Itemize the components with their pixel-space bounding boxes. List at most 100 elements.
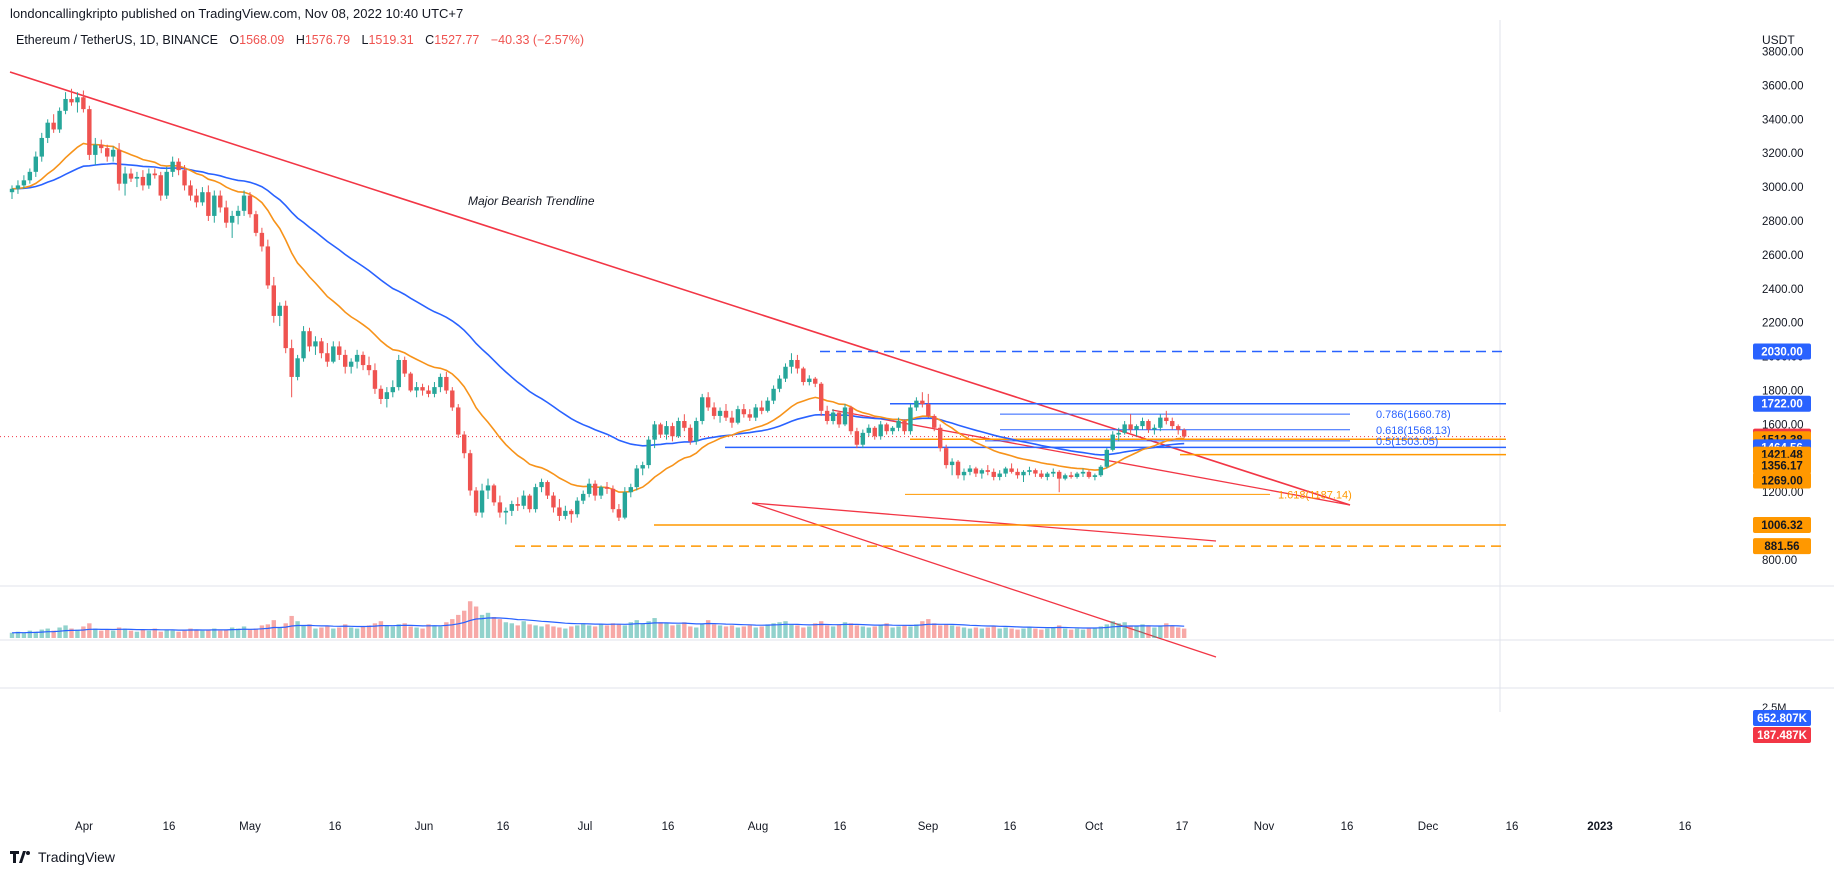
x-tick-label: 16 [1679,821,1692,833]
candle-body [765,400,770,411]
candle-body [509,504,514,511]
volume-bar [658,622,663,638]
volume-bar [1110,621,1115,638]
candle-body [1181,429,1187,437]
candle-body [170,161,175,172]
volume-bar [997,628,1002,638]
volume-bar [467,601,473,638]
candle-body [604,487,610,489]
candle-body [1092,475,1098,477]
volume-bar [247,629,253,638]
x-tick-label: 17 [1176,821,1189,833]
x-tick-label: 16 [1341,821,1354,833]
volume-bar [622,625,628,638]
candle-body [575,500,580,515]
volume-bar [105,629,110,638]
x-tick-label: Oct [1085,821,1104,833]
volume-bar [979,628,985,638]
volume-bar [1015,629,1020,638]
volume-bar [301,625,306,638]
candle-body [1152,427,1157,430]
volume-bar [21,632,27,638]
volume-bar [854,625,860,638]
volume-bar [1068,629,1074,638]
currency-unit: USDT [1762,33,1795,47]
candle-body [1122,424,1127,433]
volume-bar [932,623,937,638]
volume-bar [604,625,610,638]
candle-body [819,383,824,411]
volume-bar [801,627,806,638]
volume-bar [491,617,497,638]
volume-bar [664,623,669,638]
volume-bar [819,621,824,638]
volume-bar [1122,622,1127,638]
candle-body [224,207,229,223]
volume-bar [634,620,639,638]
candle-body [122,173,128,184]
volume-bar [741,626,747,638]
candle-body [241,195,247,211]
candle-body [658,424,663,435]
candle-body [616,509,622,518]
volume-bar [795,625,800,638]
y-tick-label: 3400.00 [1762,114,1804,126]
price-level-tag: 881.56 [1753,538,1811,555]
volume-bar [1062,628,1068,638]
candle-body [384,392,390,399]
volume-bar [628,622,633,638]
candle-body [69,98,74,103]
candle-body [914,400,919,408]
candle-body [206,192,211,216]
volume-bar [729,625,735,638]
volume-bar [563,628,568,638]
volume-bar [1170,625,1175,638]
volume-last-tag-text: 187.487K [1757,730,1808,742]
candle-body [997,473,1002,477]
tradingview-brand[interactable]: TradingView [10,849,115,865]
candle-body [860,432,866,445]
volume-bar [390,626,395,638]
candle-body [890,427,895,432]
candle-body [670,426,675,437]
volume-bar [747,625,752,638]
volume-bar [396,624,401,638]
tradingview-logo-icon [10,851,30,863]
x-tick-label: 16 [497,821,510,833]
volume-bar [1074,628,1080,638]
price-level-tag-text: 1722.00 [1761,399,1803,411]
candle-body [1027,470,1032,472]
candle-body [563,510,568,516]
volume-bar [116,627,122,638]
volume-bar [836,624,842,638]
volume-bar [271,620,276,638]
y-tick-label: 1600.00 [1762,419,1804,431]
candle-body [15,185,21,189]
candle-body [598,487,604,496]
candle-body [1164,417,1169,422]
candle-body [146,173,152,186]
high-label: H [295,33,305,47]
candle-body [1039,473,1044,477]
volume-bar [771,623,776,638]
volume-bar [551,626,556,638]
candle-body [265,246,271,286]
candle-body [783,366,788,379]
price-level-tag: 1006.32 [1753,517,1811,534]
y-tick-label: 2800.00 [1762,216,1804,228]
volume-bar [432,625,437,638]
volume-bar [789,624,794,638]
candle-body [1110,434,1115,450]
y-tick-label: 1800.00 [1762,386,1804,398]
volume-bar [1098,626,1104,638]
candle-body [396,359,401,388]
candle-body [235,210,241,216]
candle-body [664,426,669,435]
low-value: 1519.31 [368,33,414,47]
candle-body [420,387,425,391]
candle-body [991,471,996,477]
x-tick-label: Aug [748,821,768,833]
volume-bar [295,621,300,638]
volume-bar [943,624,949,638]
